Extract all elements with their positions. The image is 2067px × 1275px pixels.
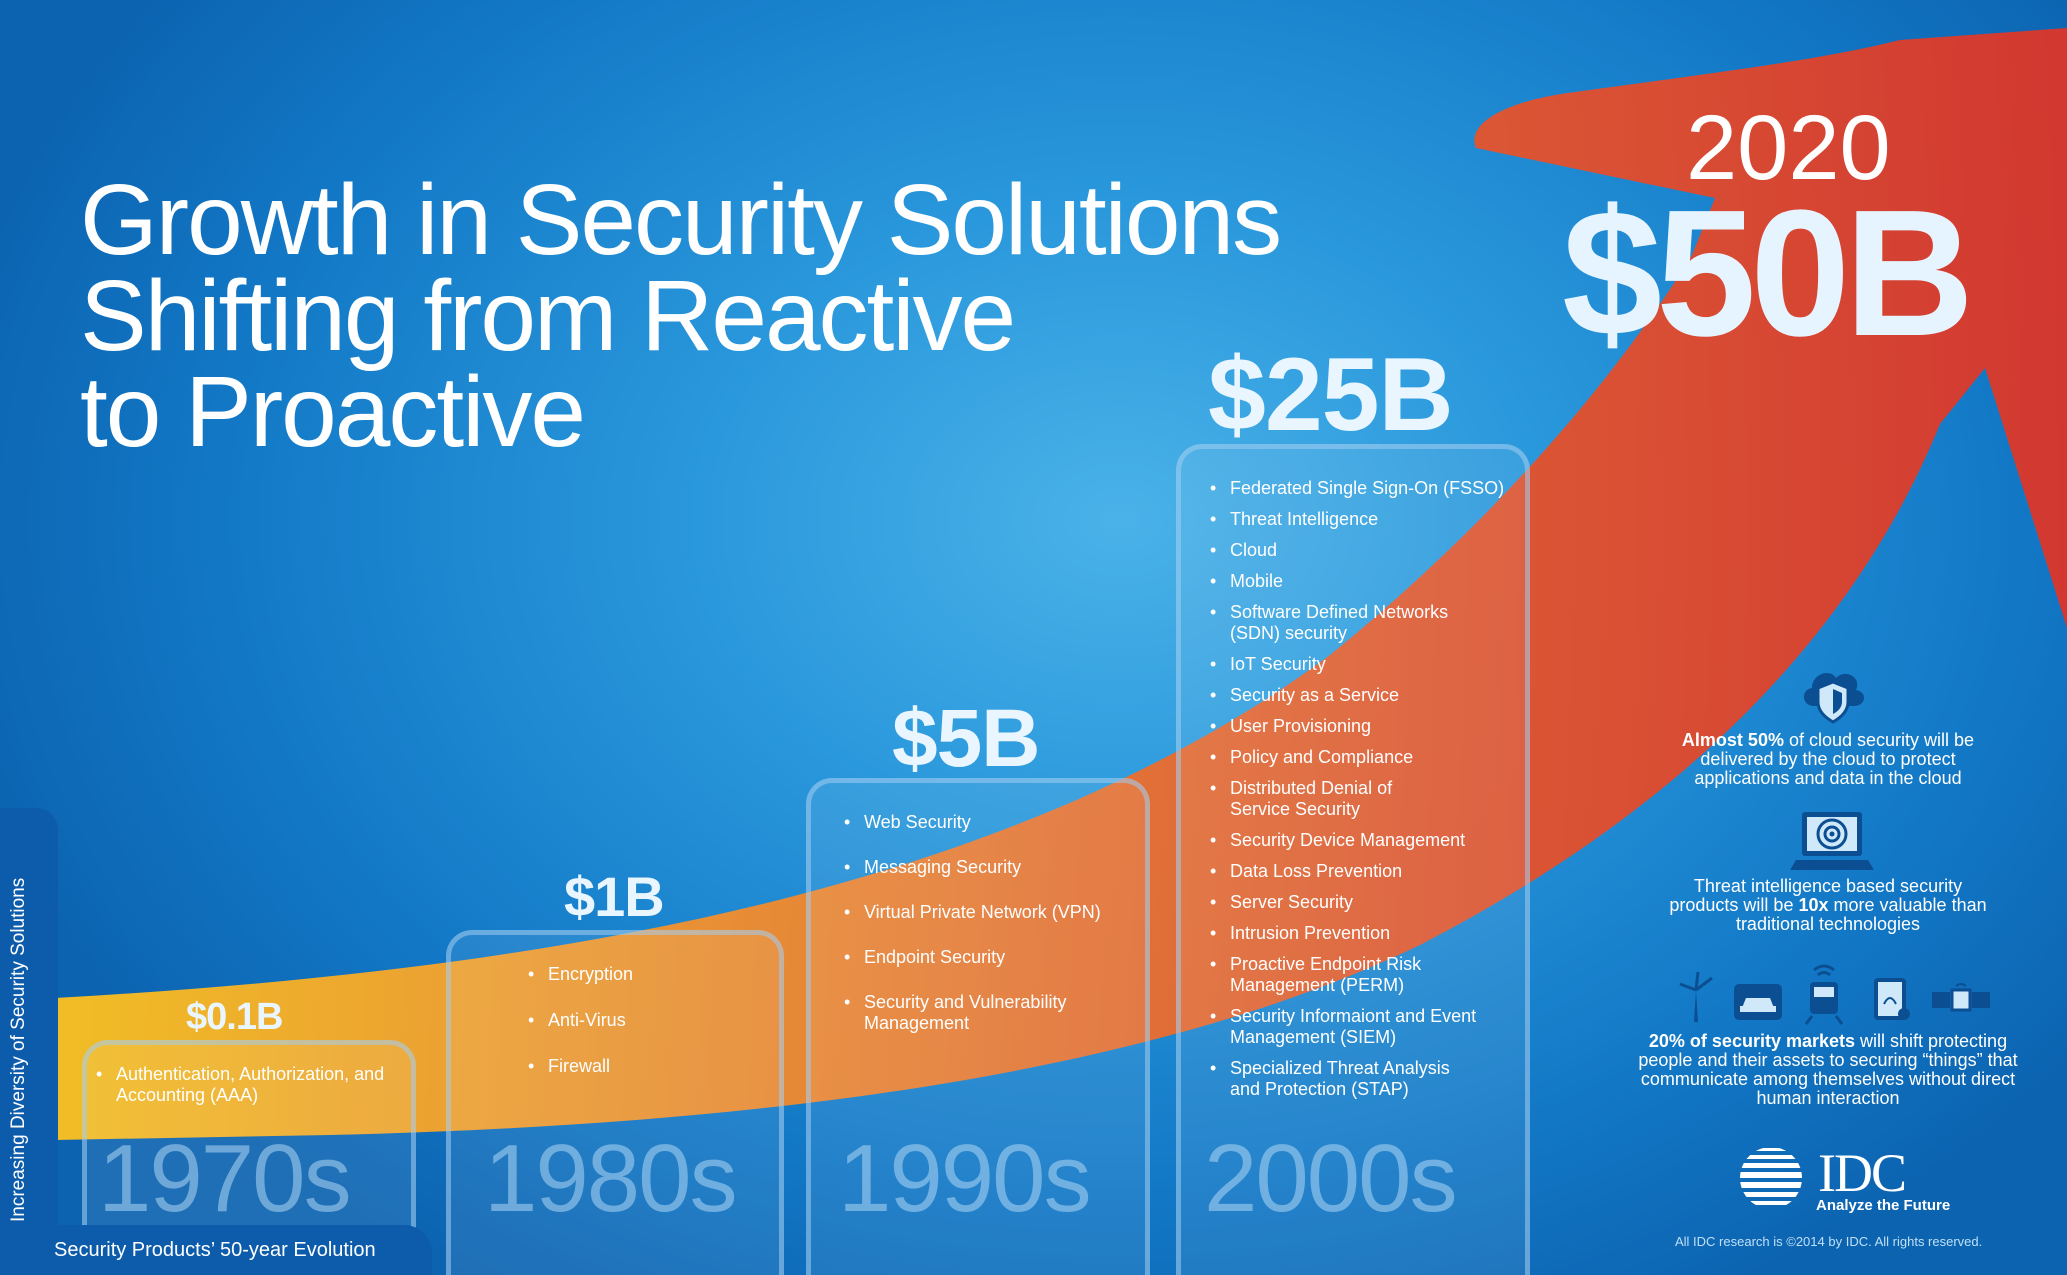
monitor-target-icon — [1790, 812, 1874, 870]
list-item: Specialized Threat Analysis and Protecti… — [1208, 1058, 1480, 1100]
list-item: Anti-Virus — [526, 1010, 766, 1031]
side-axis-label: Increasing Diversity of Security Solutio… — [0, 808, 58, 1238]
fact-cloud-security: Almost 50% of cloud security will be del… — [1658, 731, 1998, 788]
fact-threat-text-pre: Threat intelligence based security produ… — [1669, 876, 1963, 915]
page-title: Growth in Security Solutions Shifting fr… — [80, 164, 1282, 468]
list-item: Distributed Denial of Service Security — [1208, 778, 1440, 820]
era-decade-2000s: 2000s — [1204, 1125, 1458, 1232]
era-value-1990s: $5B — [892, 693, 1040, 784]
era-list-1990s: Web Security Messaging Security Virtual … — [842, 812, 1122, 1058]
train-icon — [1804, 964, 1844, 1025]
forecast-year: 2020 — [1686, 97, 1891, 199]
list-item: Server Security — [1208, 892, 1518, 913]
title-line-1: Growth in Security Solutions — [80, 164, 1282, 276]
list-item: Data Loss Prevention — [1208, 861, 1518, 882]
list-item: User Provisioning — [1208, 716, 1518, 737]
era-list-1970s: Authentication, Authorization, and Accou… — [94, 1064, 394, 1106]
list-item: Virtual Private Network (VPN) — [842, 902, 1122, 923]
era-list-1980s: Encryption Anti-Virus Firewall — [526, 964, 766, 1102]
list-item: Threat Intelligence — [1208, 509, 1518, 530]
fact-threat-bold: 10x — [1798, 895, 1829, 915]
forecast-value: $50B — [1562, 173, 1974, 374]
list-item: Security Informaiont and Event Managemen… — [1208, 1006, 1500, 1048]
smartwatch-icon — [1874, 978, 1910, 1020]
list-item: IoT Security — [1208, 654, 1518, 675]
car-icon — [1734, 984, 1782, 1020]
wind-turbine-icon — [1679, 972, 1713, 1022]
list-item: Security Device Management — [1208, 830, 1518, 851]
list-item: Intrusion Prevention — [1208, 923, 1518, 944]
fact-threat-intelligence: Threat intelligence based security produ… — [1658, 877, 1998, 934]
list-item: Firewall — [526, 1056, 766, 1077]
list-item: Policy and Compliance — [1208, 747, 1518, 768]
era-list-2000s: Federated Single Sign-On (FSSO) Threat I… — [1208, 478, 1518, 1110]
idc-globe-icon — [1740, 1148, 1802, 1205]
list-item: Messaging Security — [842, 857, 1122, 878]
side-axis-label-text: Increasing Diversity of Security Solutio… — [8, 877, 29, 1222]
list-item: Security as a Service — [1208, 685, 1518, 706]
list-item: Web Security — [842, 812, 1122, 833]
era-decade-1980s: 1980s — [484, 1125, 738, 1232]
title-line-2: Shifting from Reactive — [80, 260, 1016, 372]
era-decade-1990s: 1990s — [838, 1125, 1092, 1232]
fact-iot-bold: 20% of security markets — [1648, 1031, 1856, 1051]
list-item: Endpoint Security — [842, 947, 1122, 968]
fact-iot-markets: 20% of security markets will shift prote… — [1628, 1032, 2028, 1108]
era-value-1970s: $0.1B — [186, 996, 283, 1038]
era-value-1980s: $1B — [564, 865, 665, 928]
idc-tagline: Analyze the Future — [1816, 1197, 1951, 1214]
cloud-shield-icon — [1803, 673, 1865, 724]
list-item: Encryption — [526, 964, 766, 985]
bottom-axis-label-text: Security Products’ 50-year Evolution — [54, 1239, 376, 1261]
era-decade-1970s: 1970s — [98, 1125, 352, 1232]
list-item: Software Defined Networks (SDN) security — [1208, 602, 1470, 644]
list-item: Cloud — [1208, 540, 1518, 561]
fact-threat-text-post: more valuable than traditional technolog… — [1735, 895, 1987, 934]
title-line-3: to Proactive — [80, 356, 586, 468]
idc-logo-text: IDC — [1818, 1143, 1907, 1203]
list-item: Federated Single Sign-On (FSSO) — [1208, 478, 1518, 499]
era-box-1980s — [446, 930, 784, 1275]
list-item: Proactive Endpoint Risk Management (PERM… — [1208, 954, 1460, 996]
copyright: All IDC research is ©2014 by IDC. All ri… — [1675, 1234, 1983, 1249]
fact-cloud-text: of cloud security will be delivered by t… — [1694, 730, 1975, 788]
bottom-axis-label: Security Products’ 50-year Evolution — [0, 1225, 432, 1275]
list-item: Authentication, Authorization, and Accou… — [94, 1064, 394, 1106]
fact-iot-text: will shift protecting people and their a… — [1638, 1031, 2018, 1108]
list-item: Security and Vulnerability Management — [842, 992, 1074, 1034]
fact-cloud-bold: Almost 50% — [1681, 730, 1784, 750]
era-value-2000s: $25B — [1208, 337, 1454, 453]
satellite-icon — [1932, 983, 1990, 1012]
list-item: Mobile — [1208, 571, 1518, 592]
